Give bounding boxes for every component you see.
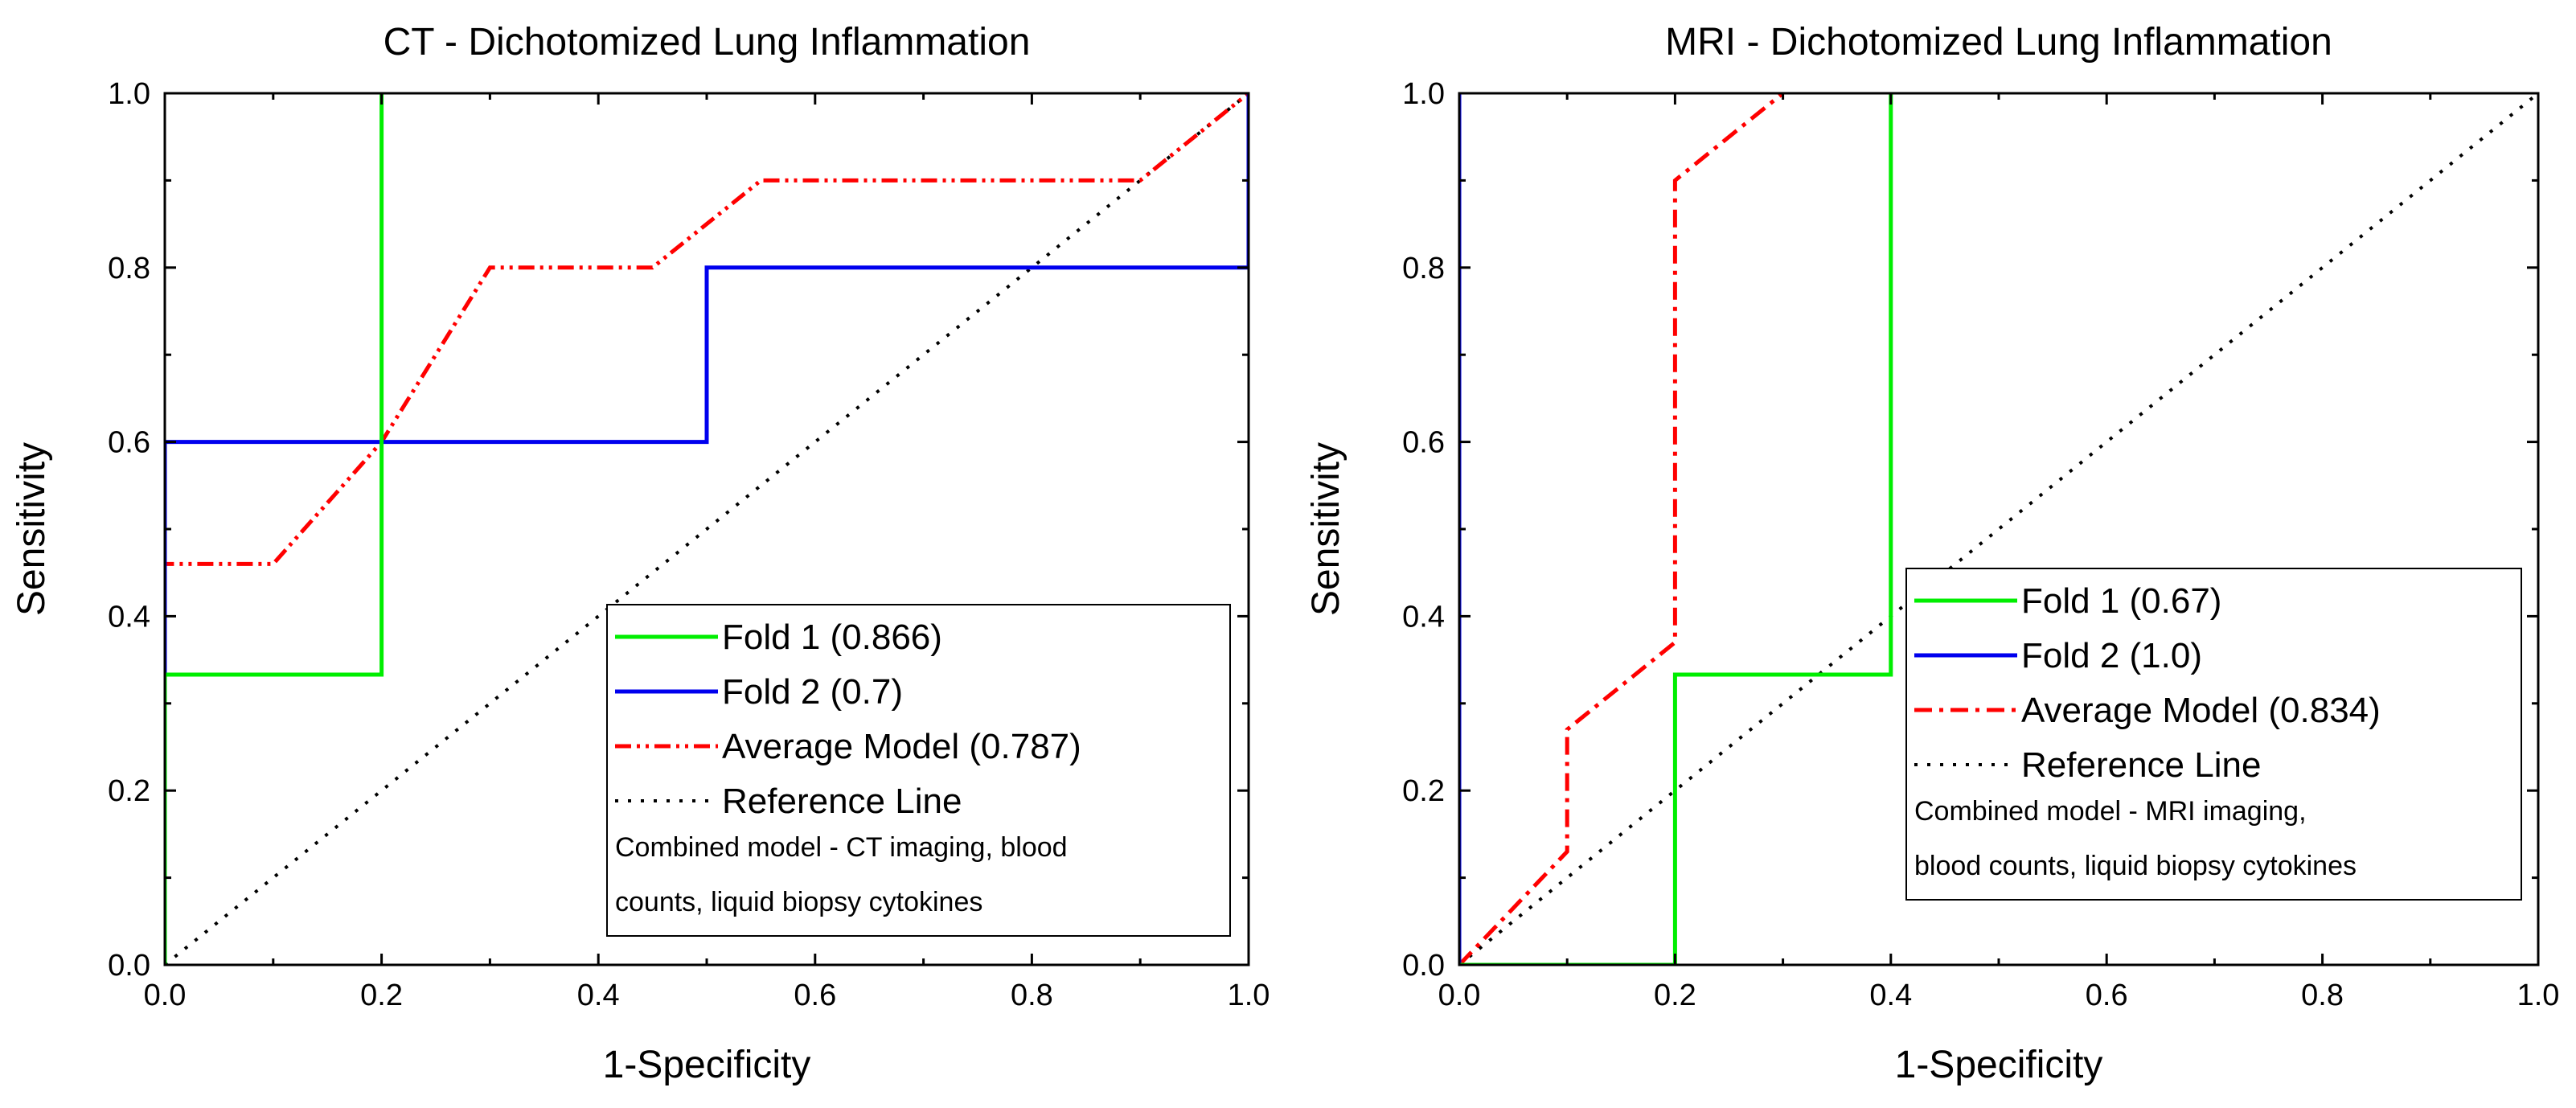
y-tick-label: 0.6: [108, 426, 150, 460]
legend-note: Combined model - MRI imaging,: [1914, 796, 2307, 827]
y-tick-label: 1.0: [108, 77, 150, 111]
legend-box: [606, 604, 1231, 937]
x-tick-label: 0.8: [2301, 979, 2344, 1012]
series-line-fold-2: [165, 93, 1249, 965]
legend-label: Reference Line: [2021, 745, 2261, 785]
series-line-fold-1: [1459, 93, 1893, 965]
y-tick-label: 0.4: [1402, 600, 1445, 634]
series-line-reference-line: [165, 93, 1249, 965]
y-axis-label: Sensitivity: [10, 442, 53, 616]
legend-label: Fold 2 (0.7): [722, 672, 903, 712]
y-tick-label: 0.8: [108, 252, 150, 285]
series-line-average-model: [165, 93, 1249, 965]
y-tick-label: 0.6: [1402, 426, 1445, 460]
x-tick-label: 0.0: [144, 979, 187, 1012]
legend-note: counts, liquid biopsy cytokines: [615, 887, 982, 917]
legend-label: Reference Line: [722, 782, 962, 821]
y-axis-label: Sensitivity: [1305, 442, 1347, 616]
x-tick-label: 0.6: [794, 979, 836, 1012]
legend-label: Fold 2 (1.0): [2021, 636, 2202, 675]
legend-note: Combined model - CT imaging, blood: [615, 832, 1068, 863]
legend-label: Fold 1 (0.866): [722, 618, 942, 657]
y-tick-label: 0.0: [108, 949, 150, 983]
x-tick-label: 0.8: [1011, 979, 1053, 1012]
x-axis-label: 1-Specificity: [603, 1044, 811, 1086]
y-tick-label: 1.0: [1402, 77, 1445, 111]
chart-title: MRI - Dichotomized Lung Inflammation: [1665, 21, 2332, 64]
y-tick-label: 0.4: [108, 600, 150, 634]
x-tick-label: 0.4: [1869, 979, 1912, 1012]
y-tick-label: 0.0: [1402, 949, 1445, 983]
legend-label: Average Model (0.834): [2021, 691, 2381, 730]
legend-note: blood counts, liquid biopsy cytokines: [1914, 851, 2357, 881]
x-tick-label: 0.6: [2086, 979, 2128, 1012]
legend-label: Fold 1 (0.67): [2021, 581, 2221, 621]
chart-title: CT - Dichotomized Lung Inflammation: [384, 21, 1031, 64]
x-tick-label: 0.2: [360, 979, 403, 1012]
y-tick-label: 0.8: [1402, 252, 1445, 285]
x-tick-label: 1.0: [1228, 979, 1270, 1012]
legend-box: [1905, 568, 2522, 901]
legend: Fold 1 (0.866) Fold 2 (0.7) Average Model …: [606, 604, 1231, 937]
y-tick-label: 0.2: [108, 774, 150, 808]
y-tick-label: 0.2: [1402, 774, 1445, 808]
x-tick-label: 0.4: [577, 979, 620, 1012]
series-line-fold-1: [165, 93, 384, 965]
x-tick-label: 0.0: [1438, 979, 1481, 1012]
legend: Fold 1 (0.67) Fold 2 (1.0) Average Model (…: [1905, 568, 2522, 901]
legend-label: Average Model (0.787): [722, 727, 1081, 766]
x-axis-label: 1-Specificity: [1895, 1044, 2103, 1086]
x-tick-label: 0.2: [1654, 979, 1696, 1012]
x-tick-label: 1.0: [2517, 979, 2560, 1012]
